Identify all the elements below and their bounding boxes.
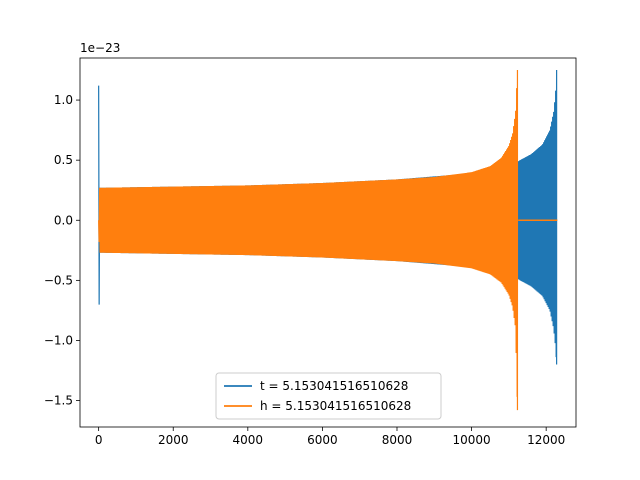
y-tick-label: −1.5: [44, 394, 73, 408]
y-tick-label: 1.0: [54, 93, 73, 107]
x-tick-label: 2000: [158, 433, 189, 447]
legend: t = 5.153041516510628 h = 5.1530415165106…: [215, 372, 442, 420]
legend-label-2: h = 5.153041516510628: [260, 399, 411, 413]
plot-area: [98, 70, 558, 411]
x-tick-label: 4000: [233, 433, 264, 447]
y-offset-label: 1e−23: [80, 41, 120, 55]
y-tick-label: −0.5: [44, 273, 73, 287]
x-tick-label: 10000: [452, 433, 490, 447]
axes: 0 2000 4000 6000 8000 10000 12000 −1.5 −1.0 −0.5 0…: [44, 57, 577, 447]
y-tick-label: 0.0: [54, 213, 73, 227]
x-tick-label: 0: [95, 433, 103, 447]
legend-box: [215, 372, 442, 420]
x-tick-label: 8000: [382, 433, 413, 447]
x-tick-label: 6000: [307, 433, 338, 447]
y-tick-label: 0.5: [54, 153, 73, 167]
axes-frame: [79, 57, 577, 428]
series-line-2: [98, 70, 519, 411]
legend-label-1: t = 5.153041516510628: [260, 379, 408, 393]
x-tick-label: 12000: [527, 433, 565, 447]
y-tick-label: −1.0: [44, 333, 73, 347]
